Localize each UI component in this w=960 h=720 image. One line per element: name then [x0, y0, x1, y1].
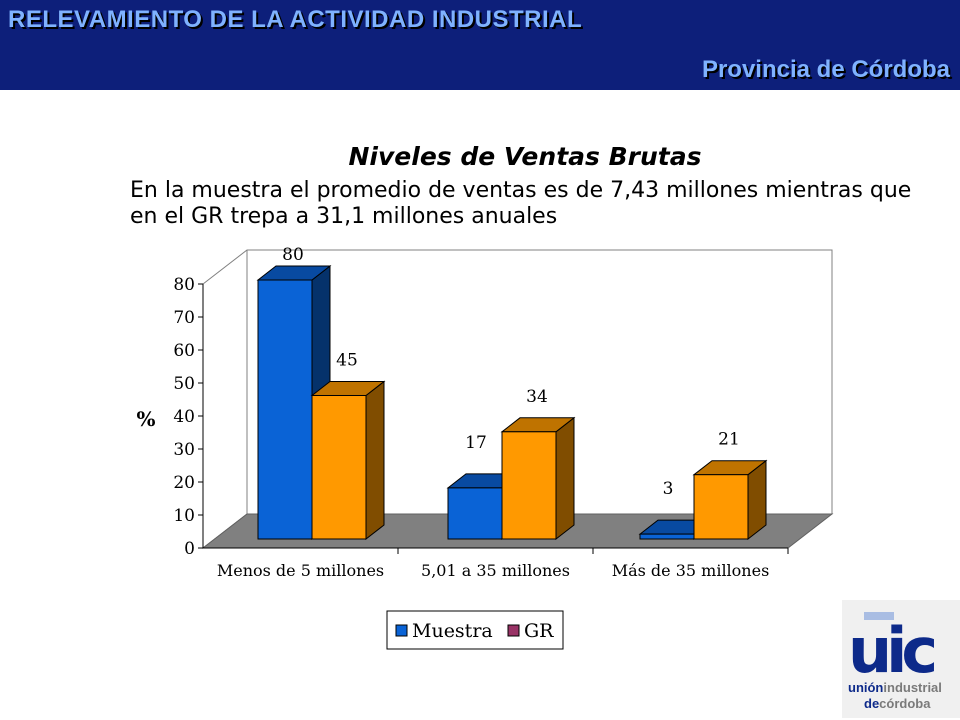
chart-bars	[256, 264, 768, 541]
logo-accent	[864, 612, 894, 620]
bar-front	[501, 431, 557, 540]
x-tick-label: 5,01 a 35 millones	[421, 561, 570, 580]
x-tick-label: Menos de 5 millones	[217, 561, 384, 580]
slide-title: Niveles de Ventas Brutas	[348, 142, 702, 171]
logo-text-line2: decórdoba	[864, 696, 930, 711]
y-axis-label: %	[136, 407, 155, 431]
y-tick-label: 50	[173, 374, 195, 394]
data-label-gr-3: 21	[718, 430, 740, 450]
bar-front	[639, 533, 695, 540]
data-label-muestra-1: 80	[282, 245, 304, 265]
legend-box	[386, 610, 564, 650]
bar-gr-2	[500, 416, 576, 541]
legend-swatch-gr	[507, 624, 520, 637]
logo-text-line1: uniónindustrial	[848, 680, 942, 695]
legend-label-gr: GR	[524, 620, 554, 642]
data-label-gr-1: 45	[336, 351, 358, 371]
bar-gr-1	[310, 380, 386, 541]
logo-text-cordoba: córdoba	[879, 696, 931, 711]
slide-text: En la muestra el promedio de ventas es d…	[130, 178, 912, 229]
y-tick-label: 0	[184, 539, 195, 559]
header-subtitle: Provincia de Córdoba	[701, 56, 950, 83]
chart-ticks: 0 10 20 30 40 50 60 70 80 Menos de 5 millones 5,01…	[173, 275, 789, 580]
header-banner: RELEVAMIENTO DE LA ACTIVIDAD INDUSTRIAL …	[0, 0, 960, 90]
chart-labels: % 80 17 3 45 34 21	[136, 245, 739, 499]
header-title: RELEVAMIENTO DE LA ACTIVIDAD INDUSTRIAL	[8, 6, 583, 33]
data-label-muestra-3: 3	[663, 479, 674, 499]
logo: uic uniónindustrial decórdoba	[842, 600, 960, 718]
legend-swatch-muestra	[395, 624, 408, 637]
y-tick-label: 30	[173, 440, 195, 460]
bar-front	[311, 395, 367, 540]
logo-mark: uic	[848, 614, 938, 687]
y-tick-label: 60	[173, 341, 195, 361]
bar-gr-3	[692, 459, 768, 541]
logo-text-union: unión	[848, 680, 884, 695]
y-tick-label: 40	[173, 407, 195, 427]
bar-side	[365, 380, 385, 541]
y-tick-label: 10	[173, 506, 195, 526]
y-tick-label: 20	[173, 473, 195, 493]
y-tick-label: 80	[173, 275, 195, 295]
logo-text-de: de	[864, 696, 880, 711]
bar-front	[693, 474, 749, 540]
legend-label-muestra: Muestra	[412, 620, 493, 642]
bar-front	[257, 279, 313, 540]
x-tick-label: Más de 35 millones	[612, 561, 770, 580]
data-label-gr-2: 34	[526, 387, 548, 407]
data-label-muestra-2: 17	[465, 433, 487, 453]
chart-legend: Muestra GR	[386, 610, 564, 650]
y-tick-label: 70	[173, 308, 195, 328]
bar-front	[447, 487, 503, 540]
bar-side	[555, 416, 575, 541]
logo-text-industrial: industrial	[883, 680, 942, 695]
